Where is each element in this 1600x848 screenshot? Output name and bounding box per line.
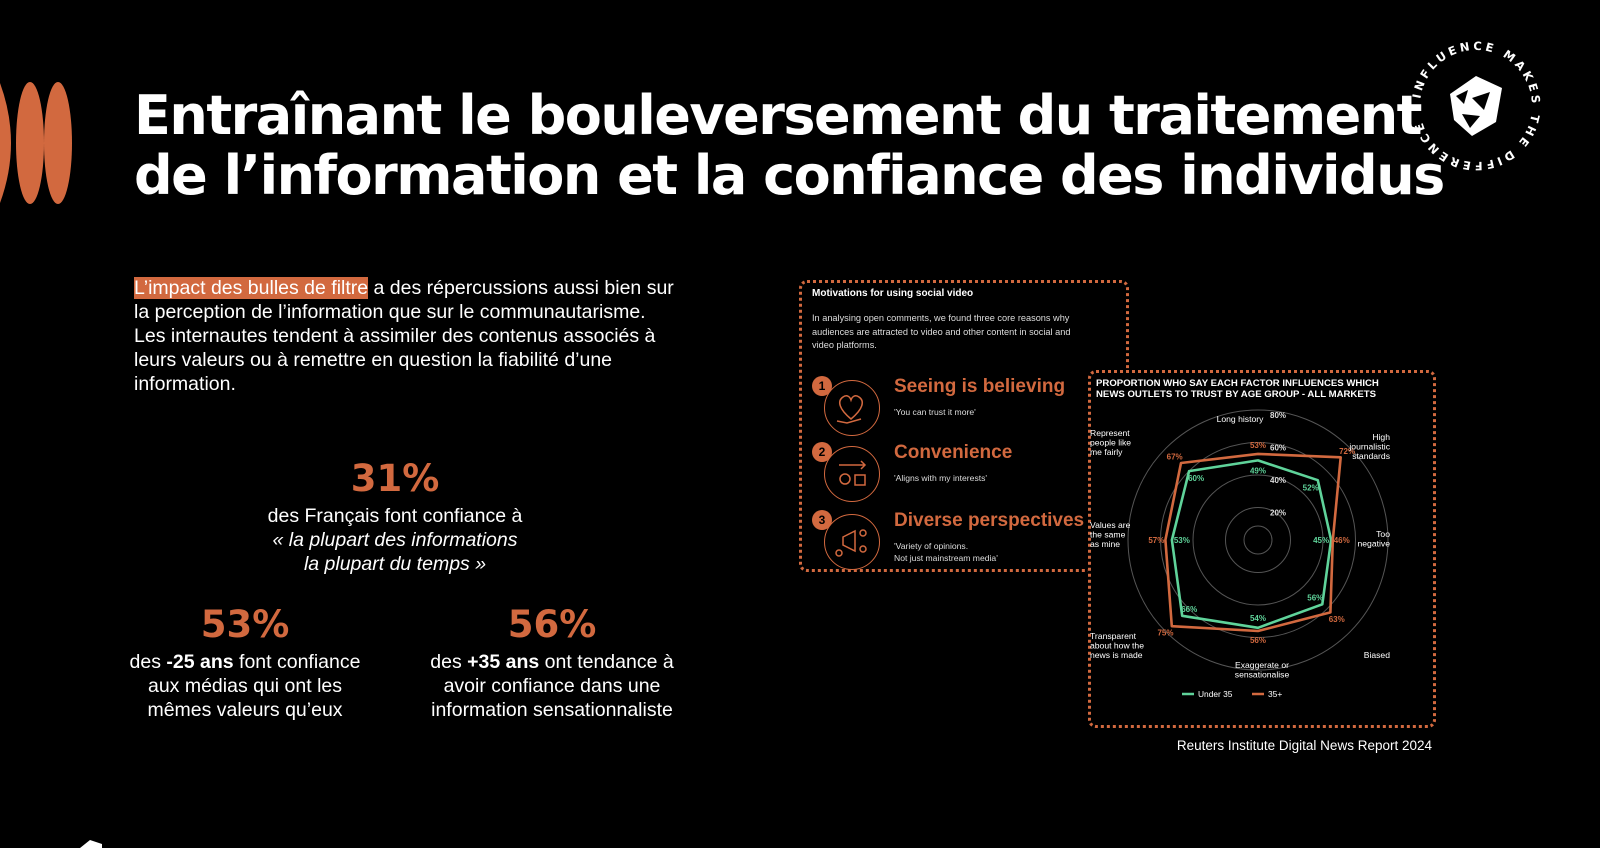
axis-label: Long history [1217, 414, 1265, 424]
legend-label: Under 35 [1198, 689, 1233, 699]
radar-ring [1127, 409, 1389, 671]
footer-logo-icon [80, 840, 102, 848]
radar-ring [1243, 525, 1273, 555]
stat-56: 56% des +35 ans ont tendance à avoir con… [402, 604, 702, 722]
axis-label: High journalistic standards [1348, 432, 1390, 461]
radar-ring [1192, 474, 1324, 606]
title-line: Entraînant le bouleversement du traiteme… [134, 84, 1422, 147]
data-label: 45% [1313, 536, 1329, 545]
data-label: 72% [1339, 447, 1355, 456]
chart-title: PROPORTION WHO SAY EACH FACTOR INFLUENCE… [1096, 378, 1379, 400]
highlighted-phrase: L’impact des bulles de filtre [134, 277, 369, 299]
stat-text: ont tendance à [539, 651, 674, 673]
megaphone-people-icon [824, 514, 880, 570]
quote-line: Not just mainstream media' [894, 553, 998, 563]
reason-number: 3 [812, 510, 832, 530]
desc-line: In analysing open comments, we found thr… [812, 313, 1070, 323]
source-caption: Reuters Institute Digital News Report 20… [1176, 738, 1432, 753]
data-label: 57% [1148, 536, 1164, 545]
stat-text-bold: +35 ans [467, 651, 540, 673]
data-label: 56% [1307, 593, 1323, 602]
desc-line: audiences are attracted to video and oth… [812, 326, 1071, 337]
stat-53: 53% des -25 ans font confiance aux média… [100, 604, 390, 722]
intro-text: a des répercussions aussi bien sur [368, 277, 674, 299]
stat-31: 31% des Français font confiance à « la p… [230, 458, 560, 576]
axis-label: Represent people like me fairly [1090, 428, 1131, 457]
radar-chart-card [1088, 370, 1436, 728]
axis-label: Too negative [1358, 529, 1391, 549]
reason-quote: 'You can trust it more' [894, 407, 976, 417]
data-label: 46% [1334, 536, 1350, 545]
motivations-title: Motivations for using social video [812, 288, 974, 299]
data-label: 56% [1250, 636, 1266, 645]
data-label: 67% [1167, 453, 1183, 462]
radar-chart: PROPORTION WHO SAY EACH FACTOR INFLUENCE… [1090, 378, 1391, 699]
ring-label: 80% [1270, 411, 1286, 420]
radar-ring [1225, 507, 1291, 573]
stat-text: mêmes valeurs qu’eux [147, 699, 343, 721]
stat-text: information sensationnaliste [431, 699, 673, 721]
stat-text: des [129, 651, 167, 673]
data-label: 54% [1250, 614, 1266, 623]
axis-label: Biased [1364, 650, 1390, 660]
ring-label: 40% [1270, 476, 1286, 485]
ring-label: 60% [1270, 444, 1286, 453]
data-label: 60% [1188, 474, 1204, 483]
exchange-people-icon [824, 446, 880, 502]
stat-text-bold: -25 ans [166, 651, 234, 673]
stat-text: des Français font confiance à [267, 505, 523, 527]
intro-text: Les internautes tendent à assimiler des … [134, 325, 656, 347]
stat-text-italic: « la plupart des informations [272, 529, 518, 551]
intro-paragraph: L’impact des bulles de filtre a des répe… [134, 276, 714, 396]
stat-value: 31% [350, 457, 440, 500]
quote-line: 'Variety of opinions. [894, 541, 969, 551]
desc-line: video platforms. [812, 340, 877, 350]
data-label: 63% [1329, 615, 1345, 624]
intro-text: leurs valeurs ou à remettre en question … [134, 349, 613, 371]
heart-hand-icon [824, 380, 880, 436]
series-line [1164, 452, 1342, 633]
stat-text-italic: la plupart du temps » [303, 553, 487, 575]
series-line [1170, 459, 1333, 630]
intro-text: information. [134, 373, 236, 395]
decorative-stripes [0, 82, 72, 204]
axis-label: Exaggerate or sensationalise [1235, 660, 1290, 680]
stat-text: avoir confiance dans une [443, 675, 661, 697]
data-label: 49% [1250, 466, 1266, 475]
legend-label: 35+ [1268, 689, 1282, 699]
stat-text: aux médias qui ont les [147, 675, 343, 697]
ring-label: 20% [1270, 509, 1286, 518]
data-label: 66% [1181, 605, 1197, 614]
motivations-description: In analysing open comments, we found thr… [812, 312, 1107, 353]
reason-quote: 'Aligns with my interests' [894, 473, 988, 483]
reason-title: Diverse perspectives [894, 510, 1085, 531]
stat-value: 56% [507, 603, 597, 646]
reason-number: 2 [812, 442, 832, 462]
influence-badge-logo: INFLUENCE MAKES THE DIFFERENCE [1410, 39, 1541, 173]
stat-value: 53% [200, 603, 290, 646]
title-line: de l’information et la confiance des ind… [134, 144, 1445, 207]
axis-label: Values are the same as mine [1090, 520, 1131, 549]
lion-head-icon [1450, 76, 1502, 136]
data-label: 75% [1157, 629, 1173, 638]
axis-label: Transparent about how the news is made [1090, 631, 1144, 660]
page-title: Entraînant le bouleversement du traiteme… [134, 84, 1445, 207]
intro-text: la perception de l’information que sur l… [134, 301, 646, 323]
reason-number: 1 [812, 376, 832, 396]
reason-title: Seeing is believing [894, 376, 1066, 397]
reason-quote: 'Variety of opinions. Not just mainstrea… [894, 540, 998, 564]
data-label: 53% [1250, 441, 1266, 450]
radar-ring [1160, 442, 1356, 638]
stat-text: des [430, 651, 468, 673]
data-label: 52% [1303, 483, 1319, 492]
reason-title: Convenience [894, 442, 1013, 463]
stat-text: font confiance [233, 651, 361, 673]
data-label: 53% [1174, 536, 1190, 545]
